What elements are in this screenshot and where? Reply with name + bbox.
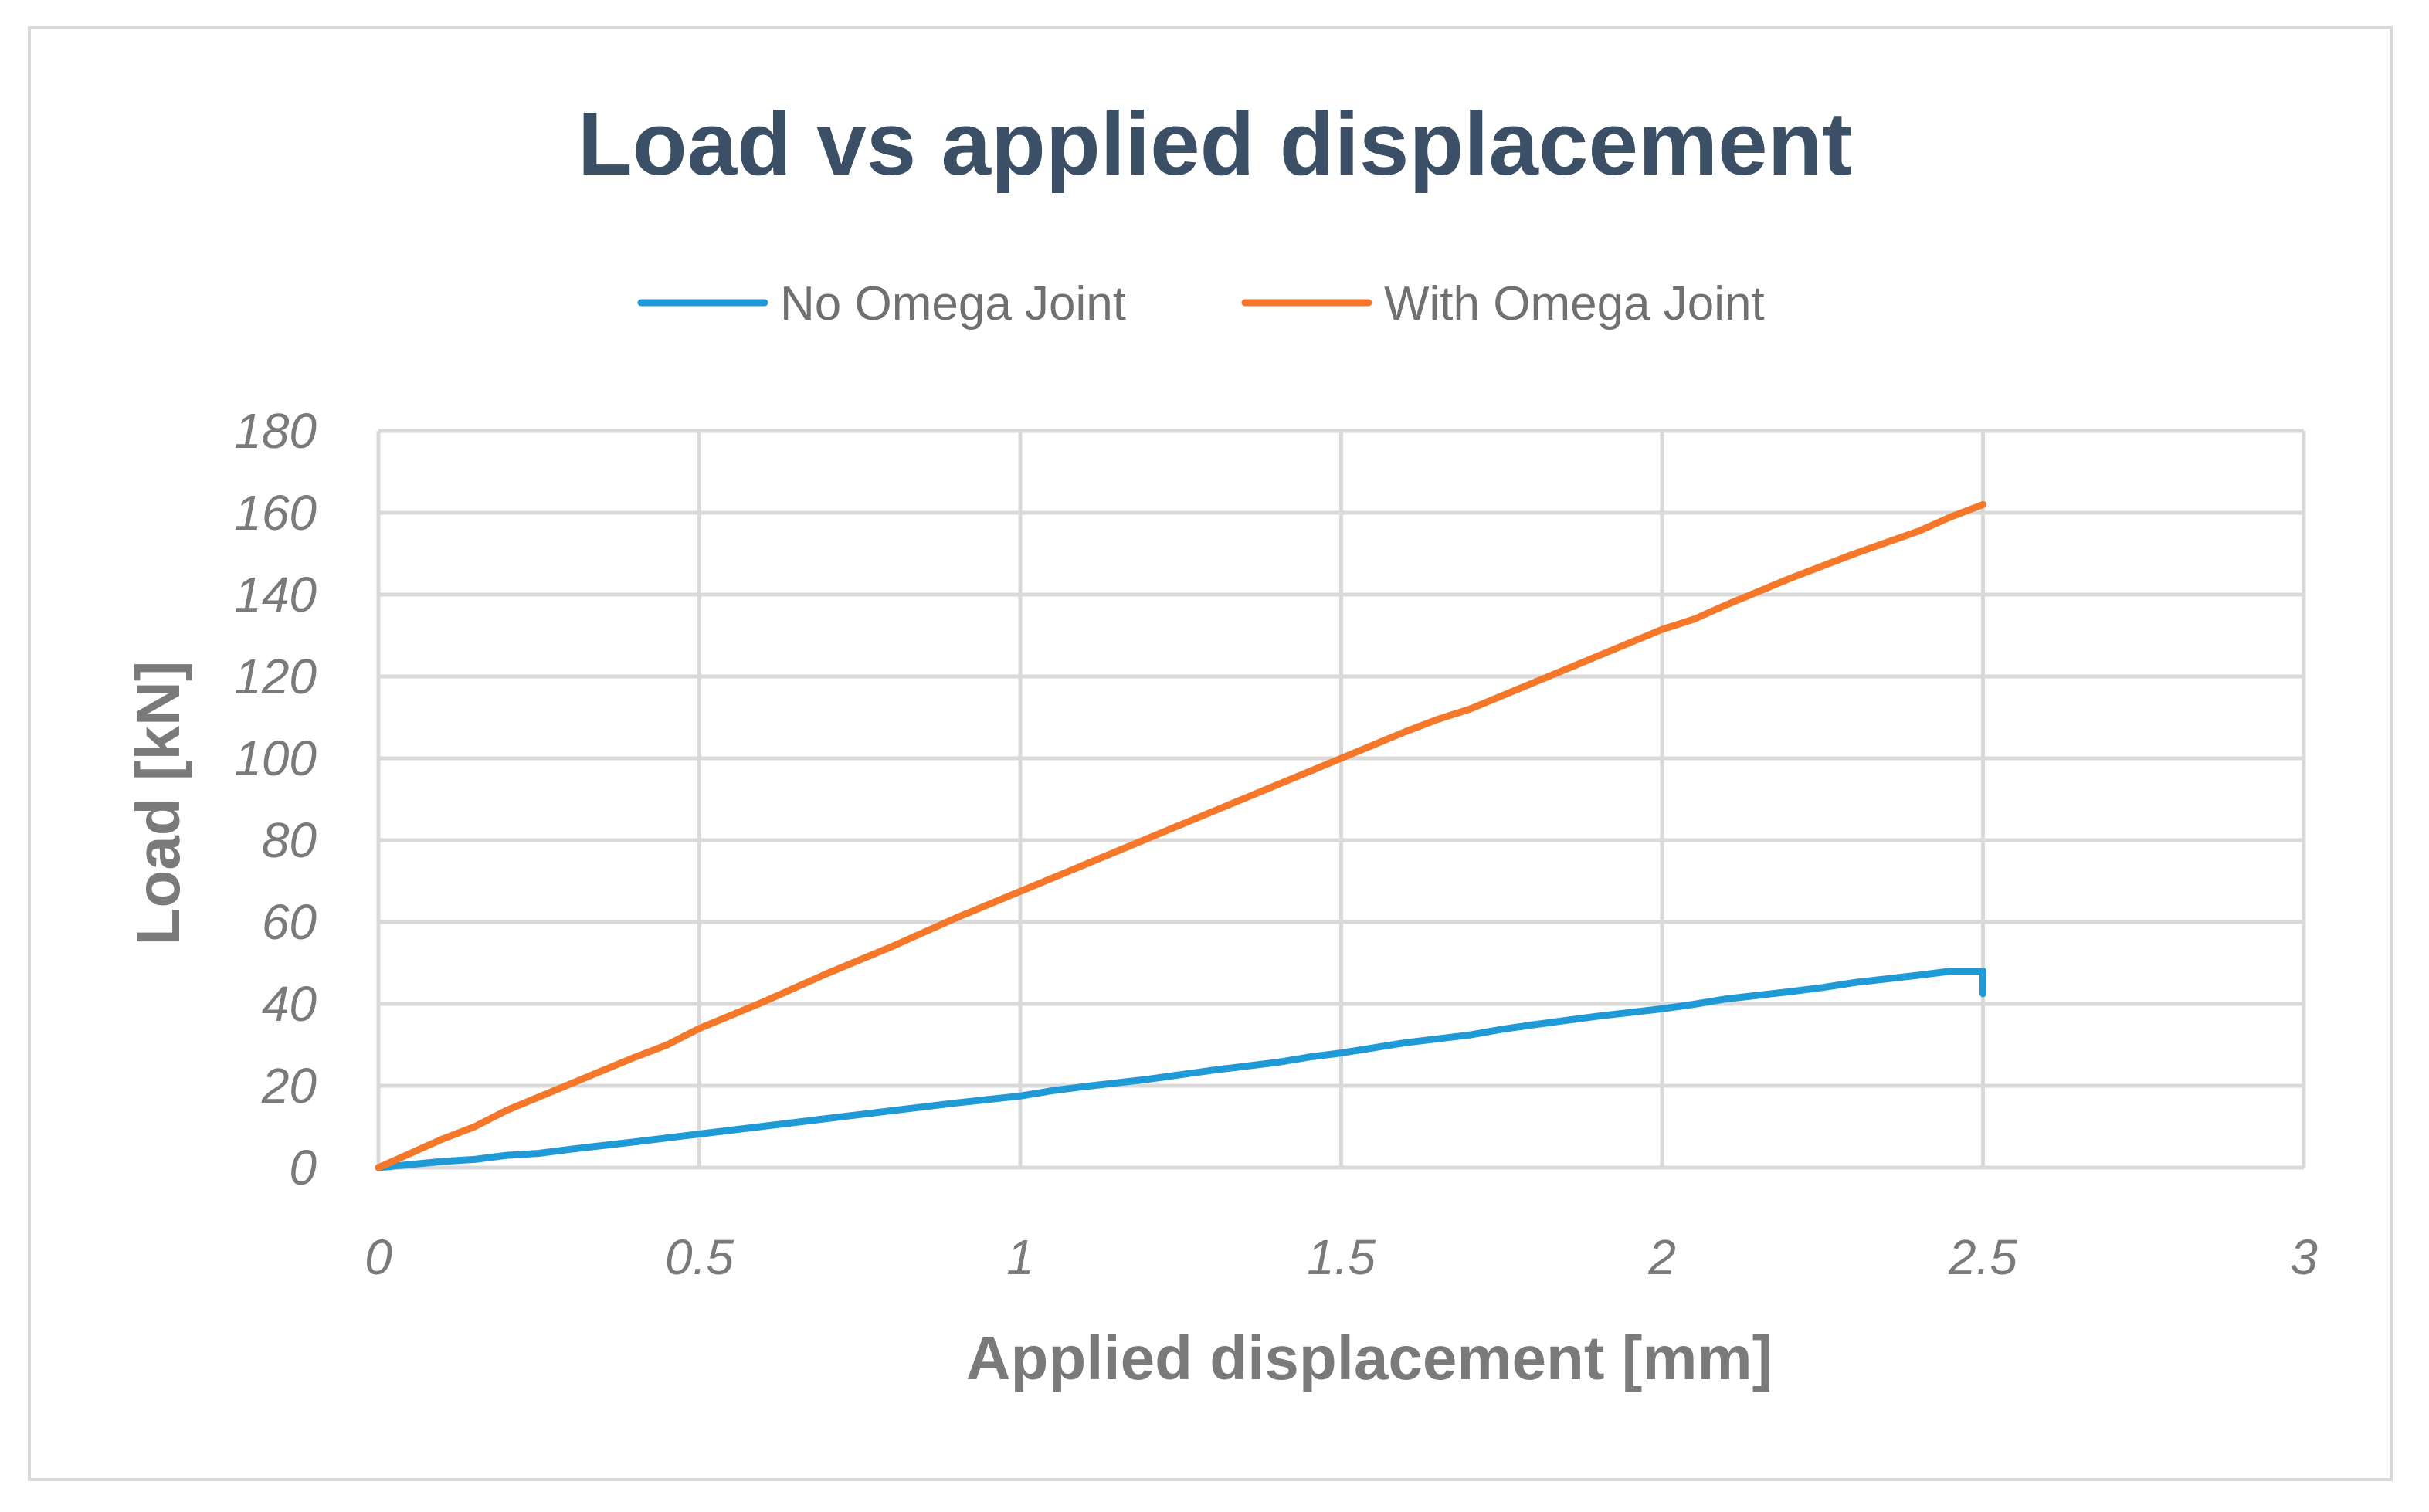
y-tick-label: 120 [234, 649, 317, 704]
y-tick-label: 100 [234, 731, 317, 786]
series-group [375, 500, 1986, 1171]
chart-title: Load vs applied displacement [578, 93, 1852, 194]
y-tick-label: 140 [234, 567, 317, 622]
x-tick-label: 1.5 [1307, 1229, 1376, 1285]
y-tick-label: 40 [262, 976, 317, 1032]
x-tick-label: 0 [365, 1229, 392, 1285]
legend: No Omega Joint With Omega Joint [637, 277, 1765, 331]
legend-label-no-omega: No Omega Joint [780, 277, 1126, 331]
x-tick-label: 2.5 [1948, 1229, 2017, 1285]
grid [376, 429, 2306, 1170]
y-tick-label: 20 [261, 1058, 317, 1114]
y-tick-label: 180 [234, 403, 317, 459]
x-tick-label: 1 [1006, 1229, 1034, 1285]
y-tick-label: 0 [289, 1140, 317, 1195]
y-tick-label: 80 [262, 812, 317, 868]
series-line-with-omega [375, 500, 1986, 1171]
x-tick-label: 2 [1647, 1229, 1676, 1285]
series-line-no-omega [375, 968, 1986, 1171]
y-axis-ticks: 0 20 40 60 80 100 120 140 160 180 [234, 403, 317, 1195]
x-tick-label: 0.5 [665, 1229, 734, 1285]
chart-frame [28, 26, 2393, 1481]
legend-label-with-omega: With Omega Joint [1384, 277, 1765, 331]
x-tick-label: 3 [2290, 1229, 2318, 1285]
x-axis-title: Applied displacement [mm] [966, 1324, 1773, 1392]
y-axis-title: Load [kN] [124, 661, 192, 946]
x-axis-ticks: 0 0.5 1 1.5 2 2.5 3 [365, 1229, 2318, 1285]
y-tick-label: 60 [262, 894, 317, 950]
y-tick-label: 160 [234, 485, 317, 541]
